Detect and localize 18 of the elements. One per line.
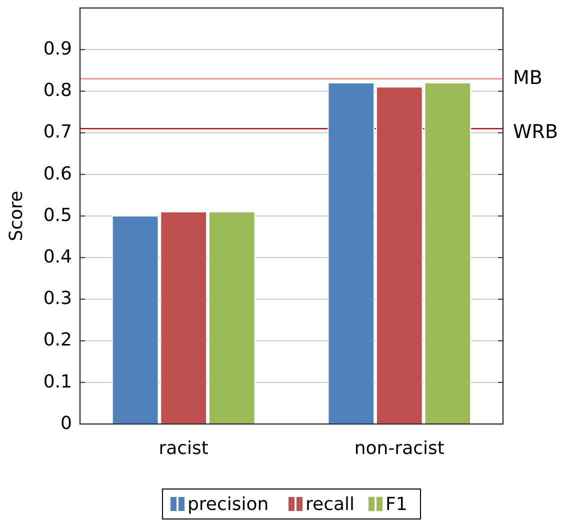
y-tick-label: 0.7 — [43, 122, 72, 143]
y-axis-title: Score — [6, 190, 27, 242]
y-tick-label: 0.5 — [43, 204, 72, 226]
y-tick-label: 0.9 — [43, 38, 72, 60]
y-tick-label: 0.4 — [43, 246, 72, 268]
ref-line-label: WRB — [513, 120, 558, 143]
ref-line-label: MB — [513, 66, 542, 89]
legend-label: F1 — [386, 494, 408, 515]
y-tick-label: 0.8 — [43, 80, 72, 102]
y-tick-label: 0.2 — [43, 330, 72, 351]
x-tick-label: racist — [158, 438, 208, 459]
legend-label: recall — [306, 494, 355, 515]
x-tick-label: non-racist — [354, 438, 444, 459]
y-tick-label: 0 — [60, 412, 72, 434]
y-tick-label: 0.3 — [43, 288, 72, 310]
y-tick-label: 0.6 — [43, 163, 72, 184]
y-tick-label: 0.1 — [43, 371, 72, 392]
legend-label: precision — [188, 494, 269, 515]
